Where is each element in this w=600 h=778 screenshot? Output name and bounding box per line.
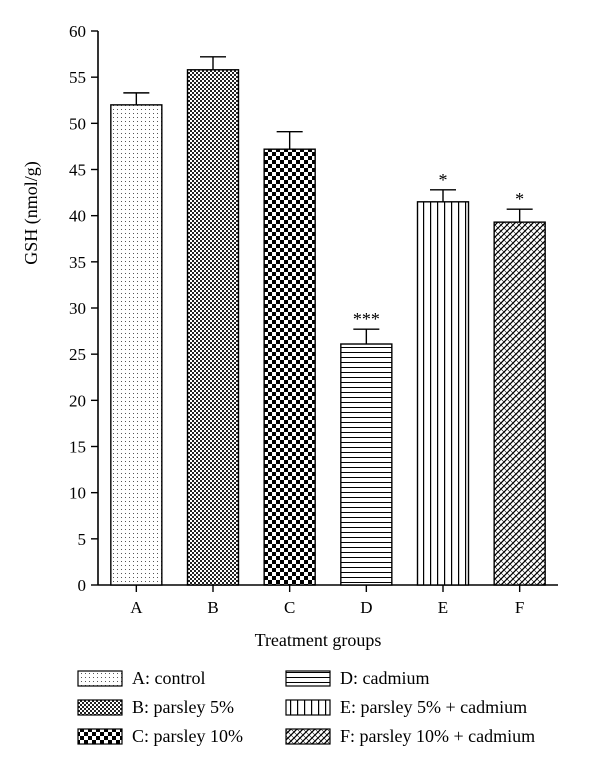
bar-F bbox=[493, 221, 546, 586]
significance-D: *** bbox=[353, 309, 380, 329]
x-tick-label: C bbox=[284, 598, 295, 617]
y-tick-label: 10 bbox=[69, 484, 86, 503]
bar-B bbox=[186, 69, 240, 586]
legend-label-A: A: control bbox=[132, 668, 206, 688]
y-axis: 0 5 10 15 20 25 30 35 40 45 50 55 60 bbox=[69, 22, 99, 595]
x-tick-label: B bbox=[207, 598, 218, 617]
x-axis-title: Treatment groups bbox=[255, 630, 382, 650]
significance-F: * bbox=[515, 189, 524, 209]
bars bbox=[110, 69, 546, 586]
y-tick-label: 60 bbox=[69, 22, 86, 41]
y-axis-title: GSH (nmol/g) bbox=[21, 161, 42, 265]
legend-label-F: F: parsley 10% + cadmium bbox=[340, 726, 535, 746]
y-tick-label: 55 bbox=[69, 68, 86, 87]
y-tick-label: 30 bbox=[69, 299, 86, 318]
x-tick-label: A bbox=[130, 598, 143, 617]
y-tick-label: 40 bbox=[69, 207, 86, 226]
y-tick-label: 45 bbox=[69, 161, 86, 180]
bar-D bbox=[340, 343, 393, 586]
y-tick-label: 35 bbox=[69, 253, 86, 272]
legend-swatch-C bbox=[77, 728, 123, 745]
y-tick-label: 50 bbox=[69, 114, 86, 133]
legend-swatch-F bbox=[285, 728, 331, 745]
bar-E bbox=[416, 201, 470, 586]
legend-label-D: D: cadmium bbox=[340, 668, 429, 688]
y-tick-label: 15 bbox=[69, 438, 86, 457]
error-bars bbox=[123, 56, 533, 345]
bar-A bbox=[110, 104, 163, 586]
legend-swatch-D bbox=[285, 670, 331, 687]
y-tick-label: 20 bbox=[69, 391, 86, 410]
significance-E: * bbox=[439, 170, 448, 190]
significance-marks: ***** bbox=[353, 170, 524, 329]
x-tick-label: F bbox=[515, 598, 524, 617]
legend: A: control B: parsley 5% C: parsley 10% D: … bbox=[77, 668, 535, 746]
legend-swatch-B bbox=[77, 699, 123, 716]
legend-label-C: C: parsley 10% bbox=[132, 726, 243, 746]
legend-label-E: E: parsley 5% + cadmium bbox=[340, 697, 527, 717]
x-tick-label: E bbox=[438, 598, 448, 617]
y-tick-label: 5 bbox=[78, 530, 87, 549]
legend-swatch-A bbox=[77, 670, 123, 687]
y-tick-label: 25 bbox=[69, 345, 86, 364]
legend-swatch-E bbox=[285, 699, 331, 716]
x-axis: A B C D E F bbox=[98, 584, 558, 617]
bar-C bbox=[263, 148, 316, 586]
y-tick-label: 0 bbox=[78, 576, 87, 595]
legend-label-B: B: parsley 5% bbox=[132, 697, 234, 717]
x-tick-label: D bbox=[360, 598, 372, 617]
